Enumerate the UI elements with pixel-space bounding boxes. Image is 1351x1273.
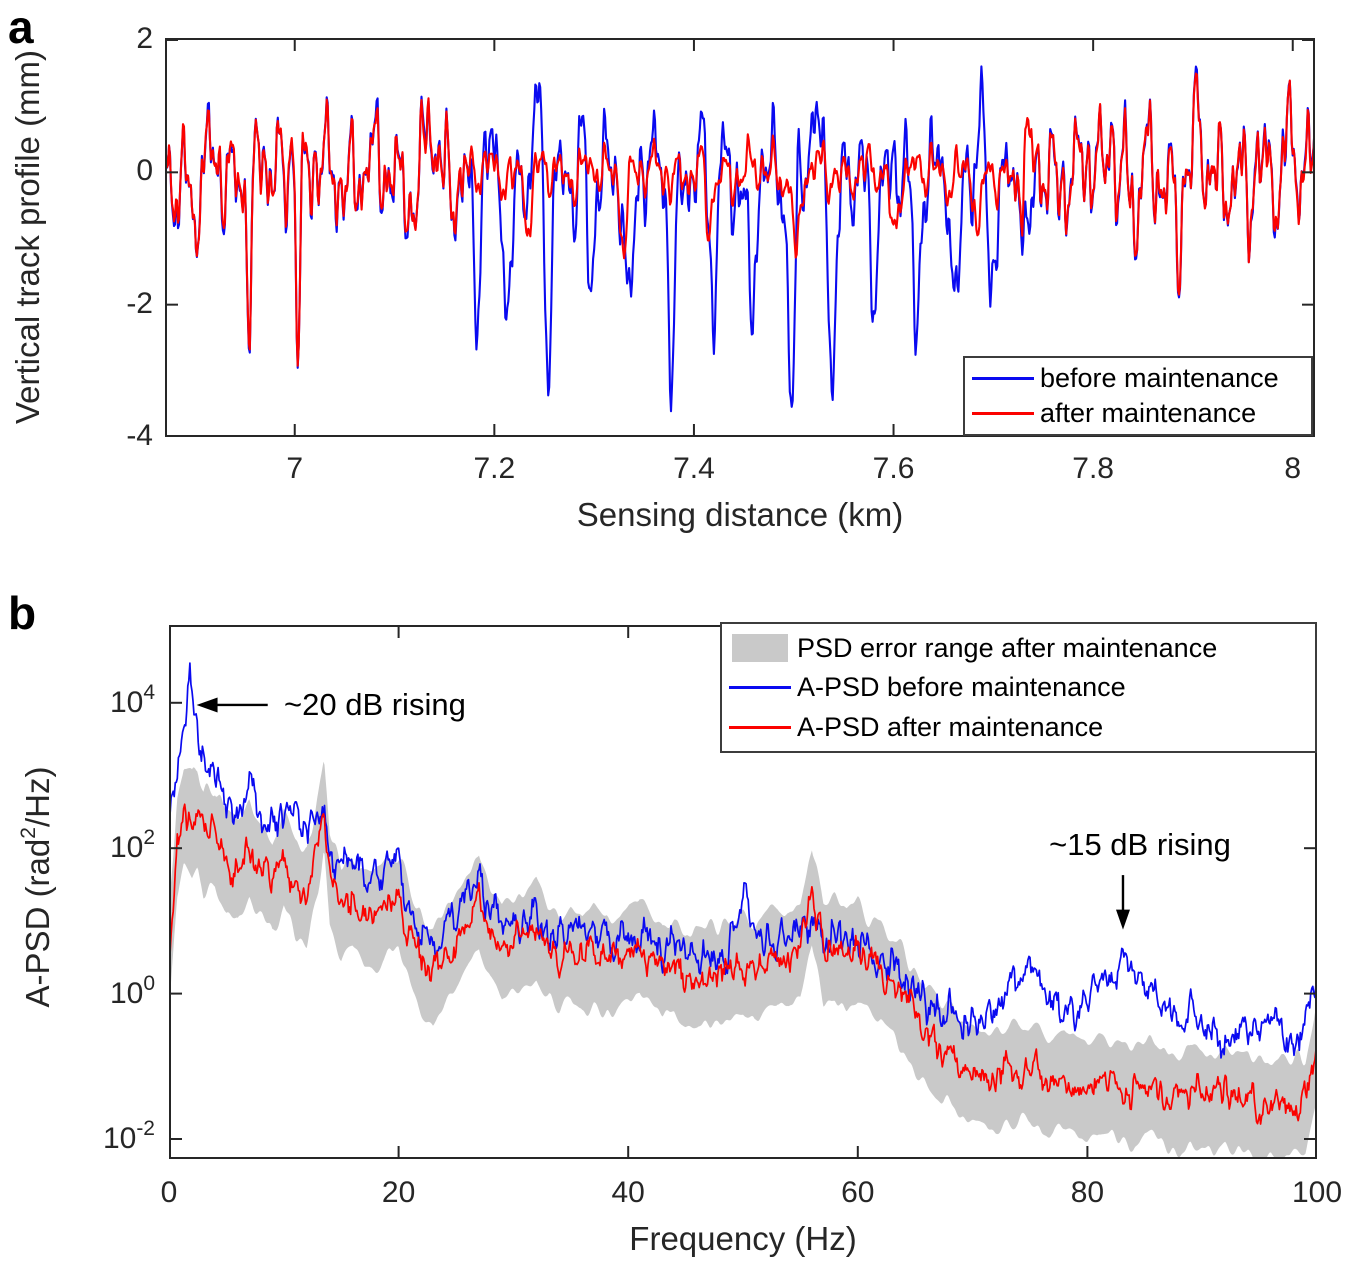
panel-b-y-tick-1e-2: 10-2 xyxy=(102,1117,155,1155)
panel-a-y-tick--4: -4 xyxy=(126,419,153,452)
after-maintenance-line-swatch xyxy=(972,412,1034,416)
legend-label: A-PSD after maintenance xyxy=(797,711,1104,742)
panel-b-x-tick-100: 100 xyxy=(1291,1176,1343,1209)
apsd-after-line-swatch xyxy=(729,725,791,729)
before-maintenance-line-swatch xyxy=(972,376,1034,380)
legend-entry-psd-error-range: PSD error range after maintenance xyxy=(722,633,1315,664)
panel-a-legend: before maintenance after maintenance xyxy=(963,356,1313,436)
panel-a-plot-area xyxy=(165,38,1315,437)
panel-a-x-tick-7.4: 7.4 xyxy=(673,452,715,485)
panel-b-y-tick-1e2: 102 xyxy=(109,826,155,865)
panel-b-x-tick-80: 80 xyxy=(1070,1176,1105,1209)
panel-a-y-tick-2: 2 xyxy=(136,21,153,55)
panel-b-ylabel-suffix: /Hz) xyxy=(19,766,56,828)
panel-b-ylabel-superscript: 2 xyxy=(17,827,40,839)
panel-a-y-tick-0: 0 xyxy=(136,154,153,188)
panel-a-y-tick--2: -2 xyxy=(126,286,153,320)
panel-b-x-axis-label: Frequency (Hz) xyxy=(629,1220,857,1257)
panel-a-x-tick-7: 7 xyxy=(286,452,304,485)
panel-b-y-tick-1e0: 100 xyxy=(109,971,155,1010)
apsd-before-line-swatch xyxy=(729,686,791,689)
psd-error-range-patch-swatch xyxy=(732,634,788,662)
legend-entry-before-maintenance: before maintenance xyxy=(965,363,1311,394)
annotation-20db-rising: ~20 dB rising xyxy=(284,687,466,722)
panel-a-x-tick-7.6: 7.6 xyxy=(872,452,915,485)
panel-a-x-axis-label: Sensing distance (km) xyxy=(576,496,904,533)
annotation-15db-rising: ~15 dB rising xyxy=(1049,827,1231,862)
panel-b-legend: PSD error range after maintenance A-PSD … xyxy=(720,622,1317,753)
panel-b-x-tick-20: 20 xyxy=(381,1176,416,1209)
panel-a-label: a xyxy=(8,1,34,53)
panel-a-x-tick-7.8: 7.8 xyxy=(1072,452,1114,485)
legend-entry-apsd-before: A-PSD before maintenance xyxy=(722,672,1315,703)
panel-b-x-tick-40: 40 xyxy=(611,1176,645,1209)
legend-label: before maintenance xyxy=(1040,362,1279,393)
panel-a-x-tick-7.2: 7.2 xyxy=(473,452,516,485)
legend-entry-after-maintenance: after maintenance xyxy=(965,398,1311,429)
panel-b-x-tick-60: 60 xyxy=(841,1176,875,1209)
legend-entry-apsd-after: A-PSD after maintenance xyxy=(722,712,1315,743)
panel-a-x-tick-8: 8 xyxy=(1284,452,1302,485)
panel-b-y-tick-1e4: 104 xyxy=(109,680,155,719)
panel-b-x-tick-0: 0 xyxy=(160,1176,178,1209)
legend-label: A-PSD before maintenance xyxy=(797,672,1126,702)
legend-label: after maintenance xyxy=(1040,398,1257,429)
panel-b-label: b xyxy=(8,587,37,639)
legend-label: PSD error range after maintenance xyxy=(797,632,1218,663)
